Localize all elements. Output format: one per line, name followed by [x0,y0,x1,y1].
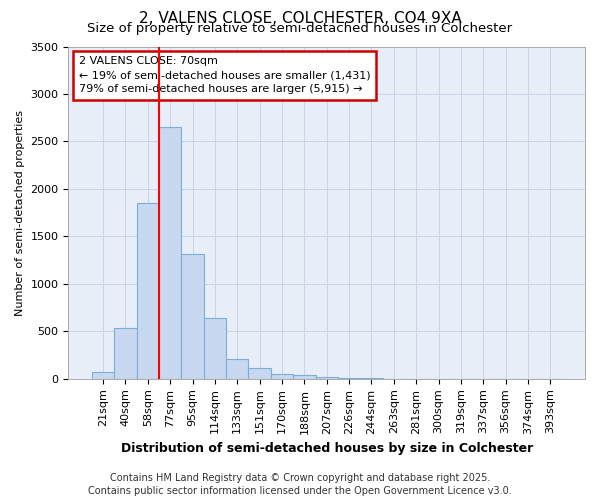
Text: 2 VALENS CLOSE: 70sqm
← 19% of semi-detached houses are smaller (1,431)
79% of s: 2 VALENS CLOSE: 70sqm ← 19% of semi-deta… [79,56,370,94]
Bar [226,359,248,379]
Bar [271,374,293,379]
Bar [338,378,360,379]
Bar [114,328,137,379]
Bar [159,127,181,379]
Y-axis label: Number of semi-detached properties: Number of semi-detached properties [15,110,25,316]
Bar [248,368,271,379]
Bar [181,254,204,379]
Text: Contains HM Land Registry data © Crown copyright and database right 2025.
Contai: Contains HM Land Registry data © Crown c… [88,473,512,496]
Text: Size of property relative to semi-detached houses in Colchester: Size of property relative to semi-detach… [88,22,512,35]
Bar [92,372,114,379]
X-axis label: Distribution of semi-detached houses by size in Colchester: Distribution of semi-detached houses by … [121,442,533,455]
Bar [293,376,316,379]
Bar [316,378,338,379]
Bar [137,203,159,379]
Text: 2, VALENS CLOSE, COLCHESTER, CO4 9XA: 2, VALENS CLOSE, COLCHESTER, CO4 9XA [139,11,461,26]
Bar [204,318,226,379]
